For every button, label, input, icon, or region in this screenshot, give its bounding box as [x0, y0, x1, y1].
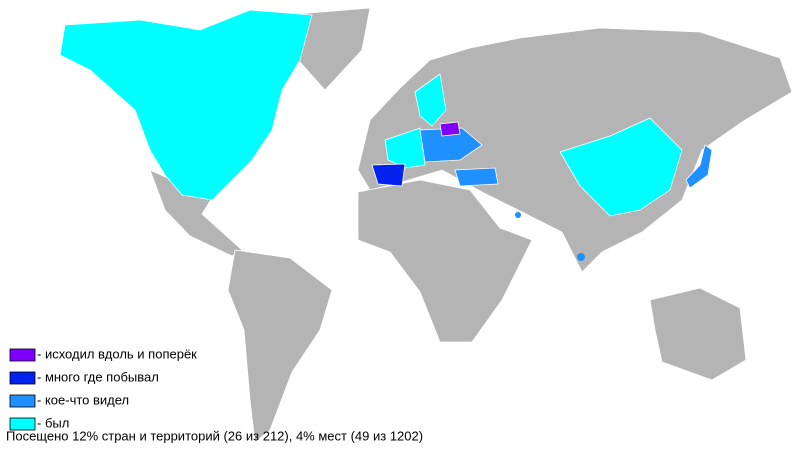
- south-america: [227, 249, 333, 443]
- spain-much: [371, 163, 406, 187]
- europe-visited: [384, 127, 426, 169]
- legend-label: - много где побывал: [37, 369, 159, 384]
- legend-swatch: [9, 348, 36, 362]
- japan-seen: [685, 144, 713, 189]
- legend-label: - был: [37, 415, 69, 430]
- uae-seen: [515, 212, 521, 218]
- legend-label: - кое-что видел: [37, 392, 129, 407]
- legend-swatch: [9, 371, 36, 385]
- australia: [649, 287, 747, 381]
- legend-swatch: [9, 394, 36, 408]
- legend-swatch: [9, 417, 36, 431]
- caption: Посещено 12% стран и территорий (26 из 2…: [6, 428, 423, 443]
- china-visited: [559, 117, 683, 217]
- turkey-seen: [454, 167, 499, 187]
- scandinavia-visited: [414, 73, 447, 127]
- legend: - исходил вдоль и поперёк - много где поб…: [9, 346, 197, 431]
- poland-all: [439, 121, 461, 137]
- africa: [357, 179, 533, 343]
- sri-lanka-seen: [577, 253, 585, 261]
- legend-label: - исходил вдоль и поперёк: [37, 346, 197, 361]
- north-america-visited: [59, 9, 313, 201]
- world: [59, 7, 793, 443]
